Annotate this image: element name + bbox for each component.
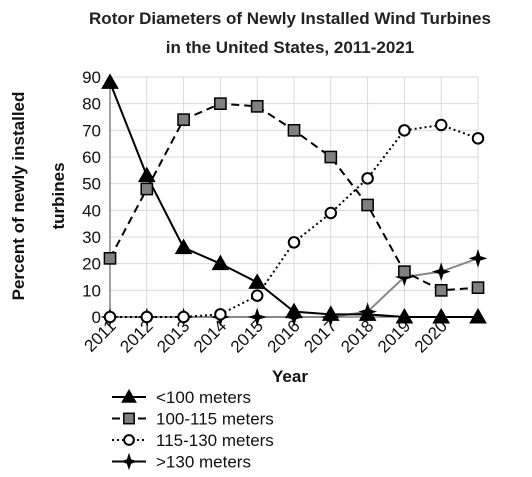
legend-label: <100 meters: [156, 388, 251, 407]
y-tick-label: 60: [82, 148, 101, 167]
y-axis-label: Percent of newly installed turbines: [9, 92, 68, 301]
data-point-series-3: [431, 262, 451, 282]
data-point-series-0: [321, 305, 340, 321]
y-tick-label: 0: [92, 308, 101, 327]
x-tick-label: 2017: [300, 316, 340, 356]
data-point-series-0: [469, 307, 487, 324]
data-point-series-0: [174, 238, 193, 255]
data-point-series-2: [471, 132, 485, 145]
legend-marker: [121, 388, 137, 403]
data-point-series-1: [471, 281, 485, 295]
data-point-series-1: [398, 265, 411, 279]
data-point-series-2: [287, 236, 301, 249]
data-point-series-1: [103, 251, 117, 265]
legend-item: <100 meters: [112, 388, 251, 407]
legend-marker: [123, 412, 135, 425]
data-point-series-2: [434, 118, 448, 132]
data-point-series-0: [432, 307, 451, 324]
data-point-series-2: [324, 206, 338, 220]
legend-marker: [123, 434, 135, 446]
data-point-series-2: [250, 289, 264, 302]
legend-label: 100-115 meters: [156, 410, 274, 429]
data-point-series-3: [247, 307, 267, 327]
y-tick-label: 70: [82, 121, 101, 140]
y-tick-label: 90: [82, 68, 101, 87]
data-point-series-0: [101, 73, 119, 89]
data-point-series-0: [137, 166, 156, 183]
y-tick-label: 40: [82, 201, 101, 220]
data-point-series-2: [361, 172, 374, 185]
data-point-series-3: [468, 248, 488, 268]
data-point-series-2: [214, 308, 227, 321]
legend-item: 100-115 meters: [112, 410, 274, 429]
x-tick-label: 2018: [337, 316, 377, 356]
data-point-series-2: [177, 310, 190, 324]
data-point-series-2: [140, 310, 154, 324]
y-axis-label-line-1: Percent of newly installed: [9, 92, 28, 301]
y-tick-label: 10: [82, 281, 101, 300]
legend-marker: [120, 452, 138, 471]
data-point-series-0: [358, 305, 377, 321]
x-tick-label: 2012: [116, 316, 156, 356]
data-point-series-1: [140, 182, 154, 196]
x-tick-label: 2014: [190, 316, 230, 356]
data-point-series-1: [324, 150, 338, 164]
y-tick-label: 80: [82, 95, 101, 114]
data-point-series-2: [398, 124, 411, 137]
data-point-series-1: [250, 99, 264, 113]
x-tick-label: 2011: [81, 316, 120, 355]
data-point-series-1: [177, 113, 190, 127]
data-point-series-1: [434, 283, 448, 297]
data-point-series-0: [211, 254, 230, 271]
y-tick-label: 20: [82, 255, 101, 274]
chart-title-line-1: Rotor Diameters of Newly Installed Wind …: [89, 9, 491, 28]
legend-label: >130 meters: [156, 453, 251, 472]
data-point-series-0: [248, 273, 267, 289]
x-tick-label: 2013: [153, 316, 193, 356]
data-point-series-0: [395, 307, 414, 324]
legend-item: >130 meters: [112, 453, 251, 472]
x-axis-label: Year: [272, 367, 308, 386]
legend: <100 meters 100-115 meters 115-130 meters >…: [112, 388, 274, 472]
x-tick-label: 2015: [227, 316, 267, 356]
data-point-series-0: [285, 302, 303, 319]
data-point-series-1: [361, 198, 374, 212]
data-point-series-1: [214, 97, 227, 111]
y-tick-label: 50: [82, 175, 101, 194]
plot-area: 0102030405060708090201120122013201420152…: [81, 68, 488, 357]
data-point-series-2: [103, 310, 117, 324]
chart-title-line-2: in the United States, 2011-2021: [166, 38, 415, 57]
y-tick-label: 30: [82, 228, 101, 247]
legend-label: 115-130 meters: [156, 431, 274, 450]
y-axis-label-line-2: turbines: [49, 162, 68, 229]
legend-item: 115-130 meters: [112, 431, 274, 450]
data-point-series-1: [287, 123, 301, 137]
x-tick-label: 2016: [264, 316, 304, 356]
